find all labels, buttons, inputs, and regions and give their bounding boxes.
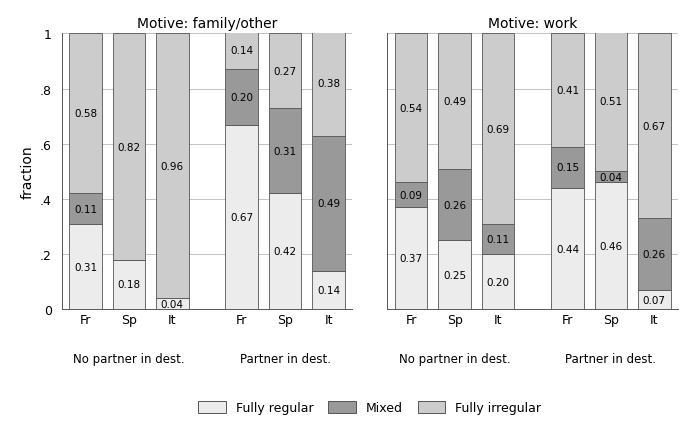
- Text: 0.26: 0.26: [643, 249, 666, 260]
- Text: 0.20: 0.20: [486, 277, 510, 287]
- Bar: [269, 34, 301, 109]
- Bar: [438, 34, 471, 169]
- Bar: [312, 271, 345, 310]
- Text: 0.31: 0.31: [273, 146, 297, 157]
- Text: 0.51: 0.51: [599, 97, 623, 107]
- Bar: [595, 32, 627, 172]
- Text: 0.49: 0.49: [317, 199, 340, 209]
- Bar: [112, 260, 145, 310]
- Bar: [156, 34, 188, 298]
- Bar: [225, 125, 258, 310]
- Text: No partner in dest.: No partner in dest.: [73, 352, 185, 365]
- Bar: [551, 34, 584, 147]
- Bar: [482, 255, 514, 310]
- Legend: Fully regular, Mixed, Fully irregular: Fully regular, Mixed, Fully irregular: [193, 396, 547, 419]
- Text: 0.37: 0.37: [399, 254, 423, 264]
- Bar: [438, 241, 471, 310]
- Text: 0.38: 0.38: [317, 79, 340, 89]
- Bar: [312, 136, 345, 271]
- Text: 0.04: 0.04: [599, 172, 623, 182]
- Bar: [395, 183, 427, 208]
- Y-axis label: fraction: fraction: [21, 145, 34, 199]
- Bar: [69, 34, 102, 194]
- Title: Motive: family/other: Motive: family/other: [137, 16, 277, 31]
- Text: 0.09: 0.09: [400, 190, 423, 200]
- Bar: [225, 70, 258, 125]
- Bar: [438, 169, 471, 241]
- Text: 0.25: 0.25: [443, 270, 466, 280]
- Text: 0.67: 0.67: [230, 212, 253, 222]
- Text: 0.82: 0.82: [117, 142, 140, 152]
- Text: 0.11: 0.11: [486, 234, 510, 244]
- Bar: [156, 298, 188, 310]
- Bar: [69, 194, 102, 224]
- Text: 0.14: 0.14: [317, 286, 340, 295]
- Text: No partner in dest.: No partner in dest.: [399, 352, 510, 365]
- Bar: [69, 224, 102, 310]
- Bar: [638, 290, 671, 310]
- Text: 0.07: 0.07: [643, 295, 666, 305]
- Text: 0.41: 0.41: [556, 86, 579, 96]
- Text: 0.26: 0.26: [443, 200, 466, 210]
- Bar: [225, 32, 258, 70]
- Text: 0.04: 0.04: [161, 299, 184, 309]
- Bar: [269, 194, 301, 310]
- Text: 0.11: 0.11: [74, 204, 97, 214]
- Text: 0.49: 0.49: [443, 97, 466, 107]
- Bar: [638, 219, 671, 290]
- Bar: [595, 183, 627, 310]
- Bar: [551, 147, 584, 188]
- Text: 0.27: 0.27: [273, 67, 297, 77]
- Bar: [482, 34, 514, 224]
- Bar: [482, 224, 514, 255]
- Text: 0.44: 0.44: [556, 244, 579, 254]
- Text: 0.67: 0.67: [643, 122, 666, 132]
- Bar: [638, 34, 671, 219]
- Bar: [312, 32, 345, 136]
- Bar: [395, 208, 427, 310]
- Title: Motive: work: Motive: work: [488, 16, 577, 31]
- Text: Partner in dest.: Partner in dest.: [565, 352, 656, 365]
- Text: 0.54: 0.54: [399, 104, 423, 114]
- Text: 0.15: 0.15: [556, 163, 579, 173]
- Text: 0.69: 0.69: [486, 124, 510, 134]
- Text: 0.96: 0.96: [161, 162, 184, 172]
- Text: 0.46: 0.46: [599, 241, 623, 251]
- Bar: [595, 172, 627, 183]
- Text: 0.18: 0.18: [117, 280, 140, 290]
- Text: 0.58: 0.58: [74, 109, 97, 119]
- Text: 0.14: 0.14: [230, 46, 253, 56]
- Bar: [112, 34, 145, 260]
- Text: 0.42: 0.42: [273, 247, 297, 257]
- Text: Partner in dest.: Partner in dest.: [240, 352, 331, 365]
- Text: 0.20: 0.20: [230, 93, 253, 103]
- Text: 0.31: 0.31: [74, 262, 97, 272]
- Bar: [395, 34, 427, 183]
- Bar: [551, 188, 584, 310]
- Bar: [269, 109, 301, 194]
